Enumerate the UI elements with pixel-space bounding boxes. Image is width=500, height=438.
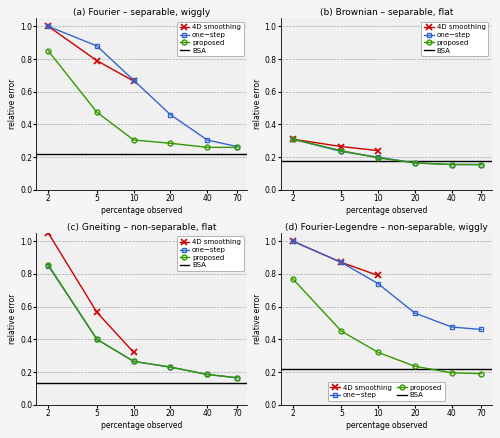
Y-axis label: relative error: relative error bbox=[253, 79, 262, 129]
Y-axis label: relative error: relative error bbox=[8, 293, 18, 344]
Title: (d) Fourier-Legendre – non-separable, wiggly: (d) Fourier-Legendre – non-separable, wi… bbox=[285, 223, 488, 232]
Title: (a) Fourier – separable, wiggly: (a) Fourier – separable, wiggly bbox=[73, 8, 210, 18]
X-axis label: percentage observed: percentage observed bbox=[346, 206, 427, 215]
X-axis label: percentage observed: percentage observed bbox=[346, 420, 427, 430]
Y-axis label: relative error: relative error bbox=[8, 79, 18, 129]
Y-axis label: relative error: relative error bbox=[253, 293, 262, 344]
Legend: 4D smoothing, one−step, proposed, BSA: 4D smoothing, one−step, proposed, BSA bbox=[422, 21, 488, 57]
Title: (b) Brownian – separable, flat: (b) Brownian – separable, flat bbox=[320, 8, 453, 18]
Legend: 4D smoothing, one−step, proposed, BSA: 4D smoothing, one−step, proposed, BSA bbox=[177, 237, 244, 271]
Legend: 4D smoothing, one−step, proposed, BSA: 4D smoothing, one−step, proposed, BSA bbox=[177, 21, 244, 57]
Title: (c) Gneiting – non-separable, flat: (c) Gneiting – non-separable, flat bbox=[67, 223, 216, 232]
X-axis label: percentage observed: percentage observed bbox=[101, 206, 182, 215]
X-axis label: percentage observed: percentage observed bbox=[101, 420, 182, 430]
Legend: 4D smoothing, one−step, proposed, BSA: 4D smoothing, one−step, proposed, BSA bbox=[328, 382, 445, 401]
